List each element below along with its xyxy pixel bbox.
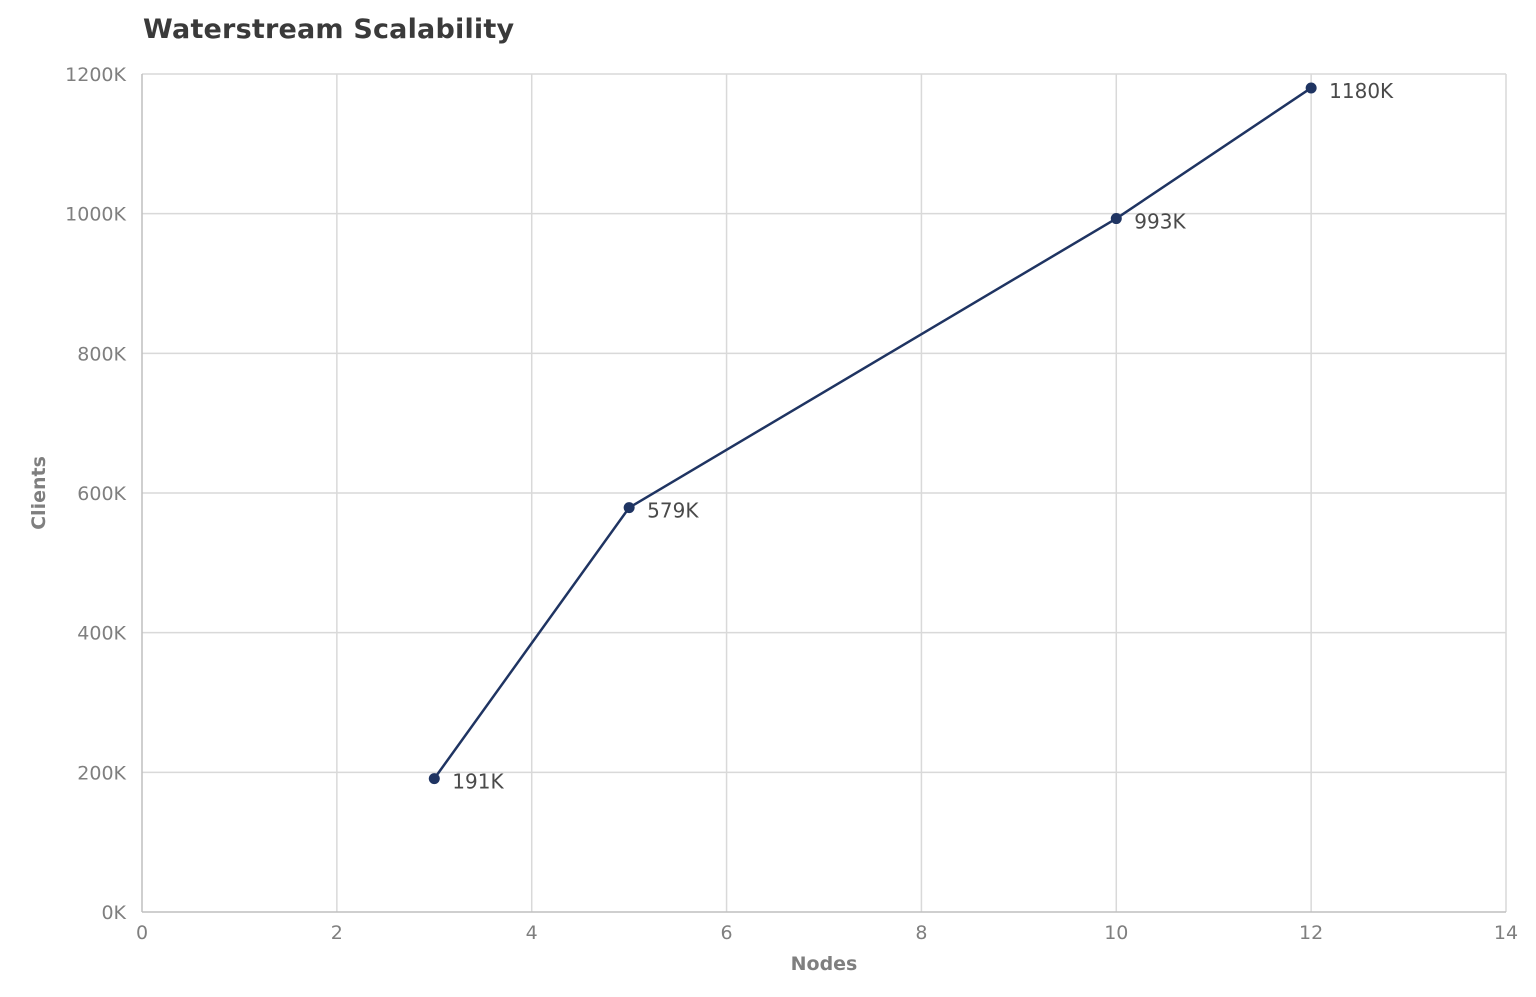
x-tick-label: 6: [721, 922, 733, 944]
x-tick-label: 2: [331, 922, 343, 944]
data-label: 1180K: [1329, 79, 1394, 103]
series-line: [433, 86, 1312, 780]
axes: [141, 74, 1506, 913]
y-tick-label: 600K: [77, 483, 126, 505]
y-tick-label: 800K: [77, 343, 126, 365]
x-tick-label: 8: [915, 922, 927, 944]
data-point: [1305, 82, 1317, 94]
x-tick-label: 12: [1299, 922, 1323, 944]
grid: [142, 73, 1507, 912]
x-axis-title: Nodes: [791, 953, 858, 975]
data-labels: 191K 579K 993K 1180K: [452, 79, 1394, 794]
series: [428, 82, 1317, 785]
tick-labels: 0K 200K 400K 600K 800K 1000K 1200K 0 2 4 6 8 10 12 14: [65, 64, 1518, 944]
data-point: [428, 773, 440, 785]
data-point: [1110, 213, 1122, 225]
y-tick-label: 1000K: [65, 204, 126, 226]
x-tick-label: 0: [136, 922, 148, 944]
data-point: [623, 502, 635, 514]
x-tick-label: 14: [1494, 922, 1518, 944]
y-tick-label: 400K: [77, 623, 126, 645]
data-label: 579K: [647, 499, 699, 523]
chart-title: Waterstream Scalability: [143, 14, 515, 45]
y-tick-label: 1200K: [65, 64, 126, 86]
data-label: 993K: [1134, 210, 1186, 234]
x-tick-label: 10: [1104, 922, 1128, 944]
y-tick-label: 200K: [77, 762, 126, 784]
data-label: 191K: [452, 770, 504, 794]
y-tick-label: 0K: [101, 902, 126, 924]
y-axis-title: Clients: [28, 456, 50, 530]
x-tick-label: 4: [526, 922, 538, 944]
